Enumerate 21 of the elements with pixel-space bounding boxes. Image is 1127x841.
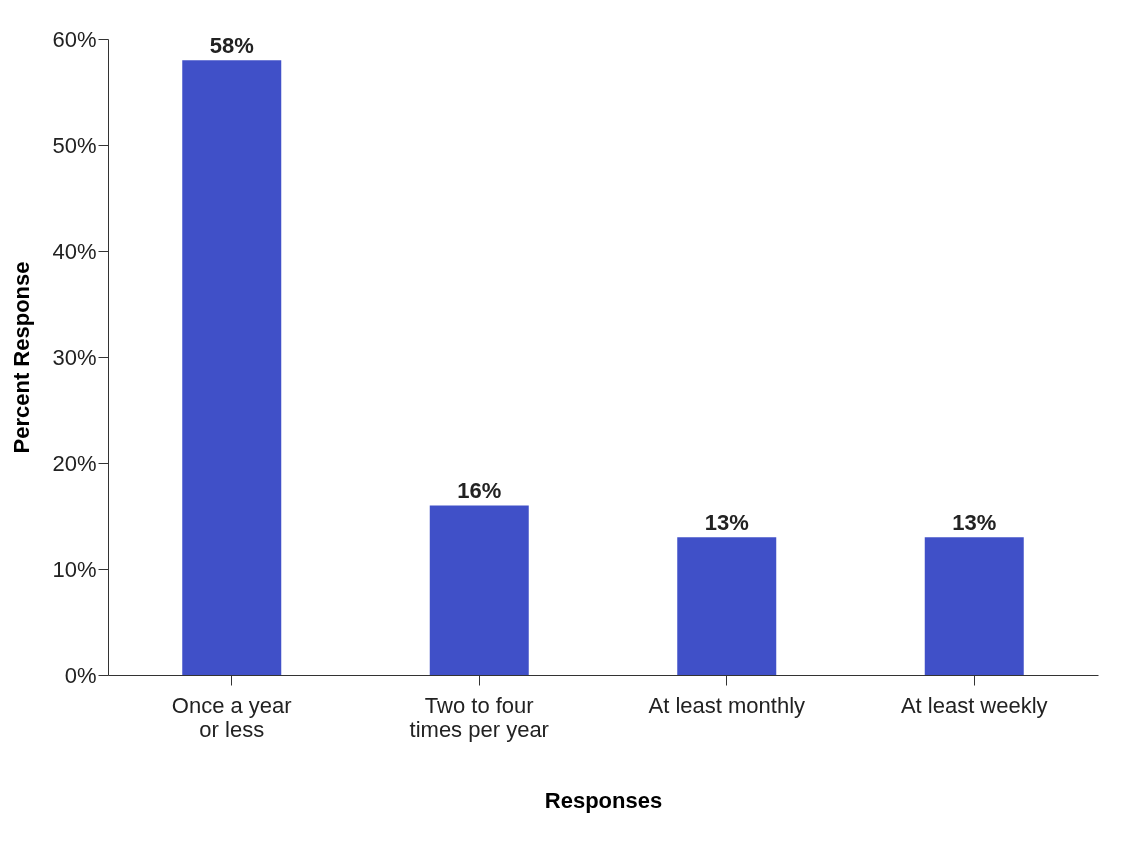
data-label: 13% [952, 510, 997, 536]
y-axis-title: Percent Response [9, 261, 35, 454]
bar [677, 537, 777, 675]
data-label: 16% [457, 478, 502, 504]
bar [429, 505, 529, 675]
x-tick-label: At least weekly [900, 692, 1048, 718]
bar [182, 60, 282, 675]
x-tick-label: At least monthly [648, 692, 806, 718]
data-label: 58% [209, 33, 254, 59]
x-axis-title: Responses [544, 787, 663, 813]
data-label: 13% [704, 510, 749, 536]
y-tick-label: 10% [52, 556, 97, 582]
y-tick-label: 40% [52, 238, 97, 264]
x-tick-label: Once a year or less [171, 692, 292, 742]
y-tick-label: 30% [52, 344, 97, 370]
y-tick-label: 60% [52, 26, 97, 52]
y-tick-label: 0% [64, 662, 97, 688]
y-tick-label: 20% [52, 450, 97, 476]
y-tick-label: 50% [52, 132, 97, 158]
bar [924, 537, 1024, 675]
x-tick-label: Two to four times per year [409, 692, 549, 742]
